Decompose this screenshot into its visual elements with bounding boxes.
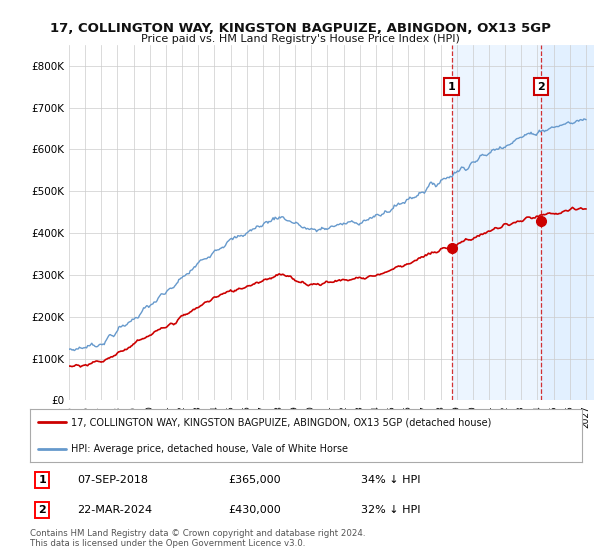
Text: 07-SEP-2018: 07-SEP-2018: [77, 475, 148, 485]
Text: 22-MAR-2024: 22-MAR-2024: [77, 505, 152, 515]
Text: Contains HM Land Registry data © Crown copyright and database right 2024.
This d: Contains HM Land Registry data © Crown c…: [30, 529, 365, 548]
Text: 2: 2: [38, 505, 46, 515]
Text: 17, COLLINGTON WAY, KINGSTON BAGPUIZE, ABINGDON, OX13 5GP (detached house): 17, COLLINGTON WAY, KINGSTON BAGPUIZE, A…: [71, 417, 492, 427]
Bar: [541, 45, 594, 400]
Text: 2: 2: [537, 82, 545, 92]
Text: HPI: Average price, detached house, Vale of White Horse: HPI: Average price, detached house, Vale…: [71, 444, 349, 454]
Text: 34% ↓ HPI: 34% ↓ HPI: [361, 475, 421, 485]
Text: 1: 1: [38, 475, 46, 485]
Text: £365,000: £365,000: [229, 475, 281, 485]
Text: Price paid vs. HM Land Registry's House Price Index (HPI): Price paid vs. HM Land Registry's House …: [140, 34, 460, 44]
Text: £430,000: £430,000: [229, 505, 281, 515]
Bar: [452, 45, 541, 400]
Text: 17, COLLINGTON WAY, KINGSTON BAGPUIZE, ABINGDON, OX13 5GP: 17, COLLINGTON WAY, KINGSTON BAGPUIZE, A…: [50, 22, 550, 35]
Text: 32% ↓ HPI: 32% ↓ HPI: [361, 505, 421, 515]
Text: 1: 1: [448, 82, 455, 92]
